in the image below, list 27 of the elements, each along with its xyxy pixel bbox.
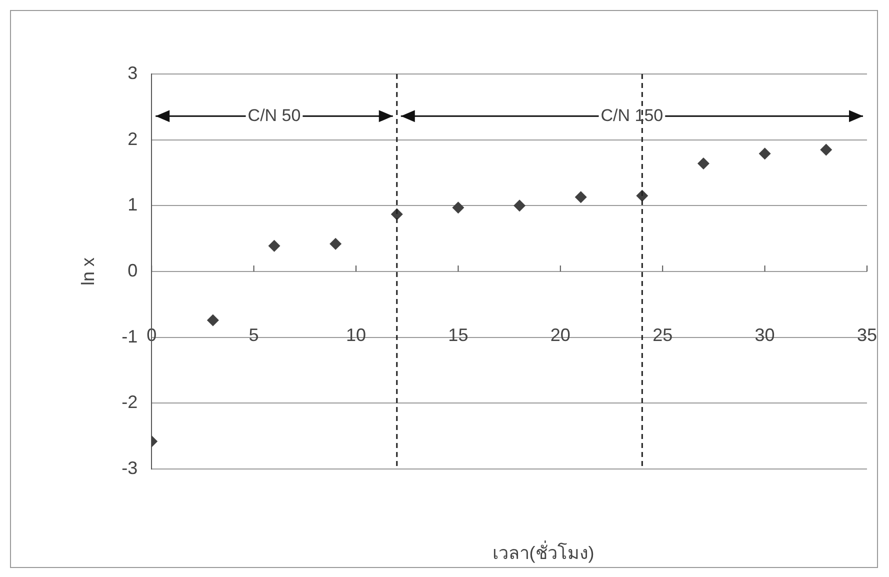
point bbox=[697, 158, 710, 170]
y-axis-title: ln x bbox=[78, 257, 98, 286]
annotation: C/N 150 bbox=[600, 106, 664, 125]
x-tick-label: 30 bbox=[754, 325, 775, 346]
x-tick-label: 35 bbox=[856, 325, 878, 346]
y-tick-label: -2 bbox=[122, 392, 138, 412]
x-tick-label: 15 bbox=[448, 325, 468, 346]
y-tick-label: 2 bbox=[128, 128, 138, 149]
annotation: C/N 50 bbox=[248, 106, 301, 125]
point bbox=[820, 144, 832, 156]
point bbox=[452, 202, 464, 214]
y-tick-label: 3 bbox=[128, 62, 138, 83]
x-tick-label: 25 bbox=[652, 325, 673, 346]
x-tick-label: 5 bbox=[248, 325, 259, 346]
y-tick-label: 1 bbox=[128, 194, 138, 215]
y-tick-label: -1 bbox=[122, 326, 138, 346]
x-axis-title: เวลา(ชั่วโมง) bbox=[492, 540, 594, 563]
x-tick-label: 20 bbox=[550, 325, 570, 346]
point bbox=[268, 240, 280, 252]
y-tick-label: 0 bbox=[128, 260, 138, 280]
point bbox=[758, 148, 771, 160]
y-tick-label: -3 bbox=[122, 458, 138, 478]
point bbox=[330, 238, 342, 250]
point bbox=[574, 191, 587, 204]
x-tick-label: 10 bbox=[346, 325, 366, 346]
point bbox=[514, 200, 526, 212]
point bbox=[206, 314, 219, 326]
